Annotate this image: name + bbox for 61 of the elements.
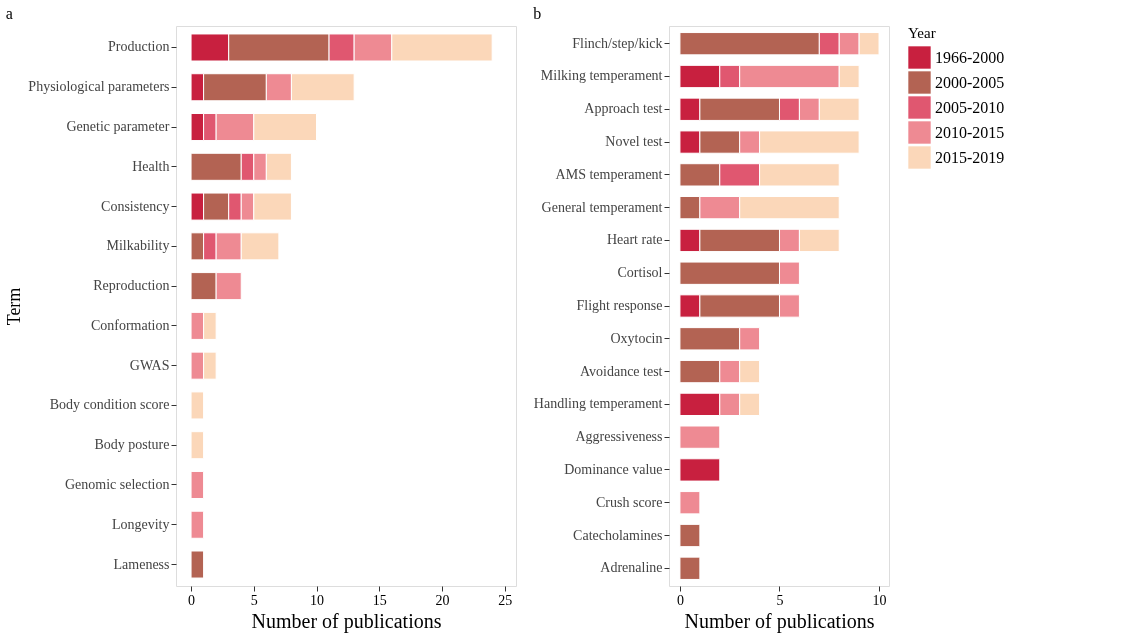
- y-tick-label: Adrenaline: [600, 560, 663, 576]
- y-tick-label: Longevity: [111, 516, 170, 532]
- y-tick-label: Milkability: [106, 238, 170, 254]
- y-tick-label: Dominance value: [564, 461, 663, 477]
- y-tick-label: Consistency: [101, 198, 170, 214]
- y-tick-label: Body posture: [94, 437, 170, 453]
- bar: [679, 523, 701, 548]
- bar: [679, 556, 701, 580]
- legend-label: 2015-2019: [935, 148, 1005, 166]
- text: b: [533, 5, 542, 22]
- x-tick-label: 25: [498, 592, 513, 608]
- legend-label: 1966-2000: [935, 48, 1005, 66]
- y-tick-label: AMS temperament: [555, 166, 663, 182]
- x-tick-label: 20: [435, 592, 450, 608]
- legend-label: 2000-2005: [935, 73, 1005, 91]
- y-tick-label: Physiological parameters: [28, 79, 170, 95]
- y-tick-label: GWAS: [129, 357, 170, 373]
- legend-label: 2010-2015: [935, 123, 1005, 141]
- y-tick-label: Reproduction: [93, 278, 170, 294]
- bar: [679, 491, 701, 515]
- y-tick-label: Health: [132, 158, 170, 174]
- bar: [190, 391, 205, 420]
- y-tick-label: Catecholamines: [573, 527, 663, 543]
- x-tick-label: 10: [872, 592, 887, 608]
- bar: [679, 425, 721, 449]
- y-tick-label: Novel test: [605, 134, 663, 150]
- y-tick-label: Heart rate: [606, 232, 663, 248]
- y-tick-label: Flinch/step/kick: [572, 35, 663, 51]
- y-tick-label: Lameness: [113, 556, 170, 572]
- bar: [190, 431, 205, 460]
- legend-title: Year: [908, 25, 936, 41]
- bar: [190, 550, 205, 579]
- y-tick-label: Flight response: [576, 298, 663, 313]
- bar: [679, 458, 721, 482]
- y-tick-label: Handling temperament: [533, 396, 663, 412]
- x-tick-label: 5: [250, 592, 258, 608]
- x-tick-label: 0: [188, 592, 196, 608]
- y-tick-label: Body condition score: [49, 397, 170, 413]
- y-tick-label: Conformation: [90, 317, 170, 333]
- y-tick-label: Cortisol: [617, 265, 663, 281]
- x-axis-title: Number of publications: [251, 609, 442, 633]
- y-tick-label: Aggressiveness: [575, 429, 663, 445]
- y-tick-label: General temperament: [541, 199, 663, 215]
- y-tick-label: Avoidance test: [579, 363, 663, 379]
- y-tick-label: Crush score: [596, 494, 663, 510]
- bar: [190, 470, 205, 499]
- x-tick-label: 10: [310, 592, 325, 608]
- y-tick-label: Milking temperament: [540, 68, 663, 84]
- y-tick-label: Approach test: [584, 101, 663, 117]
- bar: [190, 510, 205, 539]
- y-tick-label: Production: [108, 39, 170, 55]
- x-axis-title: Number of publications: [684, 609, 875, 633]
- x-tick-label: 5: [776, 592, 784, 608]
- x-tick-label: 0: [676, 592, 684, 608]
- text: a: [5, 5, 13, 22]
- y-tick-label: Genomic selection: [64, 476, 170, 492]
- y-tick-label: Oxytocin: [610, 330, 663, 346]
- legend-label: 2005-2010: [935, 98, 1005, 116]
- y-tick-label: Genetic parameter: [66, 119, 170, 135]
- x-tick-label: 15: [372, 592, 387, 608]
- y-axis-title: Term: [4, 287, 25, 326]
